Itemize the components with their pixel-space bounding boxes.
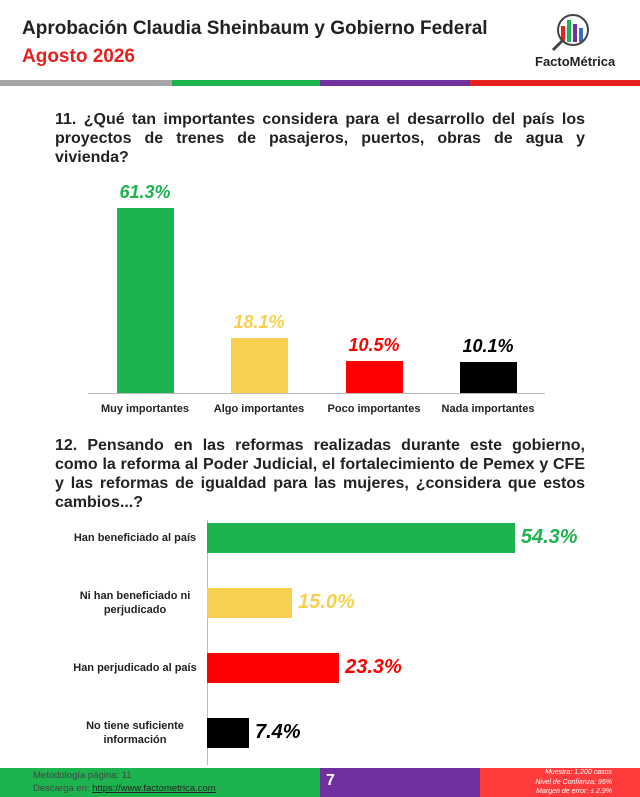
- value-label: 18.1%: [233, 312, 285, 333]
- stripe: [320, 80, 470, 86]
- bar: [207, 523, 515, 553]
- value-label: 10.5%: [348, 335, 400, 356]
- category-label: No tiene suficiente información: [86, 720, 184, 746]
- footer-middle: 7: [320, 768, 480, 797]
- category-label: Han beneficiado al país: [73, 532, 197, 544]
- value-label: 15.0%: [298, 591, 355, 613]
- logo-text: FactoMétrica: [535, 54, 616, 69]
- value-label: 61.3%: [119, 181, 171, 202]
- header-title: Aprobación Claudia Sheinbaum y Gobierno …: [22, 18, 488, 39]
- question: 11. ¿Qué tan importantes considera para …: [55, 111, 585, 166]
- bar: [230, 338, 288, 393]
- question: 12. Pensando en las reformas realizadas …: [55, 437, 585, 511]
- category-label: Muy importantes: [100, 403, 189, 415]
- bar: [207, 588, 293, 618]
- footer-right: Muestra: 1,200 casos Nivel de Confianza:…: [480, 768, 640, 797]
- bar: [207, 653, 340, 683]
- stripe: [172, 80, 320, 86]
- bar: [116, 207, 174, 393]
- confidence: Nivel de Confianza: 95%: [535, 778, 612, 786]
- sample: Muestra: 1,200 casos: [545, 769, 612, 776]
- methodology: Metodología página: 11: [33, 770, 132, 781]
- footer-left: Metodología página: 11 Descarga en: http…: [0, 768, 320, 797]
- value-label: 23.3%: [345, 656, 402, 678]
- margin: Margen de error: ± 2.9%: [536, 788, 612, 795]
- stripe: [470, 80, 640, 86]
- value-label: 10.1%: [462, 336, 514, 357]
- axis-line: [207, 520, 208, 765]
- value-label: 54.3%: [520, 526, 578, 548]
- category-label: Han perjudicado al país: [73, 662, 197, 674]
- category-label: Poco importantes: [327, 403, 421, 415]
- header-subtitle: Agosto 2026: [22, 46, 135, 67]
- bar: [207, 718, 249, 748]
- category-label: Ni han beneficiado ni perjudicado: [79, 590, 191, 616]
- category-label: Nada importantes: [441, 403, 535, 415]
- page-number: 7: [326, 772, 335, 789]
- stripe: [0, 80, 172, 86]
- bar: [345, 361, 403, 393]
- axis-line: [88, 393, 545, 394]
- category-label: Algo importantes: [213, 403, 305, 415]
- download-prefix: Descarga en:: [33, 783, 90, 794]
- download-link[interactable]: https://www.factometrica.com: [92, 783, 216, 794]
- logo-icon: [551, 14, 589, 52]
- bar: [459, 362, 517, 393]
- value-label: 7.4%: [254, 721, 301, 743]
